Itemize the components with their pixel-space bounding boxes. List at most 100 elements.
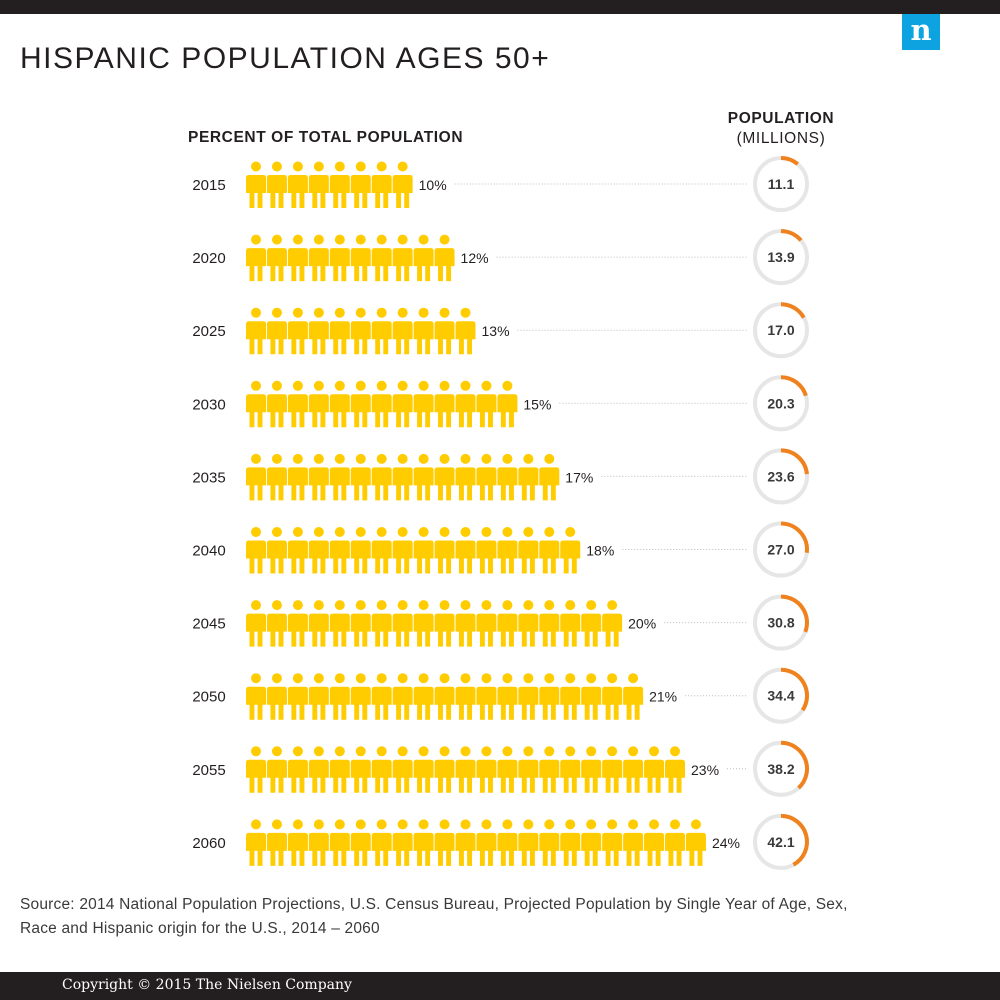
person-icon — [371, 600, 392, 647]
person-icon — [539, 819, 560, 866]
person-icon — [434, 673, 455, 720]
person-icon — [308, 380, 329, 428]
person-icon — [266, 161, 287, 208]
person-icon — [308, 527, 329, 574]
year-label: 2055 — [192, 762, 225, 779]
person-icon — [329, 307, 350, 355]
person-icon — [371, 453, 392, 501]
percent-label: 18% — [586, 543, 614, 559]
person-icon — [413, 453, 434, 501]
percent-label: 23% — [691, 762, 719, 778]
person-icon — [392, 234, 413, 282]
person-icon — [329, 527, 350, 574]
person-icon — [392, 380, 413, 428]
person-icon — [413, 746, 434, 793]
person-icon — [518, 819, 539, 866]
person-icon — [246, 161, 266, 208]
person-icon — [413, 600, 434, 647]
ring-fill — [780, 448, 809, 475]
person-icon — [581, 600, 602, 647]
person-icon — [329, 161, 350, 208]
person-icon — [413, 527, 434, 574]
person-icon — [413, 673, 434, 720]
person-icon — [497, 746, 518, 793]
person-icon — [455, 746, 476, 793]
row-2060: 2060 24% 42.1 — [192, 813, 809, 870]
person-icon — [308, 819, 329, 866]
person-icon — [287, 307, 308, 355]
population-value: 27.0 — [767, 542, 794, 558]
person-icon — [413, 380, 434, 428]
person-icon — [497, 673, 518, 720]
person-icon — [392, 527, 413, 574]
person-icon — [539, 527, 560, 574]
person-icon — [455, 307, 476, 355]
ring-fill — [780, 375, 808, 397]
person-icon — [329, 234, 350, 282]
person-icon — [476, 673, 497, 720]
person-icon — [560, 600, 581, 647]
person-icon — [392, 307, 413, 355]
percent-label: 21% — [649, 689, 677, 705]
person-icon — [329, 380, 350, 428]
person-icon — [308, 600, 329, 647]
person-icon — [266, 600, 287, 647]
population-value: 34.4 — [767, 688, 794, 704]
person-icon — [287, 453, 308, 501]
person-icon — [371, 819, 392, 866]
person-icon — [350, 600, 371, 647]
person-icon — [539, 453, 560, 501]
person-icon — [518, 600, 539, 647]
footer-bar: Copyright © 2015 The Nielsen Company — [0, 972, 1000, 1000]
year-label: 2050 — [192, 689, 225, 706]
person-icon — [329, 453, 350, 501]
person-icon — [581, 746, 602, 793]
person-icon — [266, 453, 287, 501]
year-label: 2025 — [192, 323, 225, 340]
person-icon — [434, 453, 455, 501]
person-icon — [287, 600, 308, 647]
population-value: 20.3 — [767, 395, 794, 411]
top-bar — [0, 0, 1000, 14]
person-icon — [497, 380, 518, 428]
year-label: 2015 — [192, 177, 225, 194]
person-icon — [560, 746, 581, 793]
percent-label: 17% — [565, 469, 593, 485]
population-header-line1: POPULATION — [728, 110, 834, 127]
person-icon — [392, 453, 413, 501]
person-icon — [644, 746, 665, 793]
person-icon — [246, 453, 266, 501]
year-label: 2030 — [192, 396, 225, 413]
percent-label: 13% — [482, 323, 510, 339]
person-icon — [623, 819, 644, 866]
population-value: 42.1 — [767, 834, 794, 850]
person-icon — [266, 234, 287, 282]
person-icon — [266, 746, 287, 793]
person-icon — [287, 673, 308, 720]
person-icon — [308, 746, 329, 793]
ring-fill — [780, 229, 803, 242]
person-icon — [246, 746, 266, 793]
person-icon — [685, 819, 706, 866]
person-icon — [246, 527, 266, 574]
person-icon — [246, 819, 266, 866]
person-icon — [371, 307, 392, 355]
person-icon — [413, 819, 434, 866]
person-icon — [539, 673, 560, 720]
person-icon — [350, 673, 371, 720]
person-icon — [455, 453, 476, 501]
person-icon — [392, 600, 413, 647]
person-icon — [371, 161, 392, 208]
person-icon — [539, 746, 560, 793]
person-icon — [350, 453, 371, 501]
person-icon — [287, 380, 308, 428]
person-icon — [371, 673, 392, 720]
person-icon — [455, 380, 476, 428]
person-icon — [308, 453, 329, 501]
person-icon — [560, 527, 581, 574]
person-icon — [392, 746, 413, 793]
person-icon — [246, 234, 266, 282]
ring-fill — [780, 156, 799, 166]
population-value: 11.1 — [768, 176, 795, 192]
person-icon — [434, 819, 455, 866]
